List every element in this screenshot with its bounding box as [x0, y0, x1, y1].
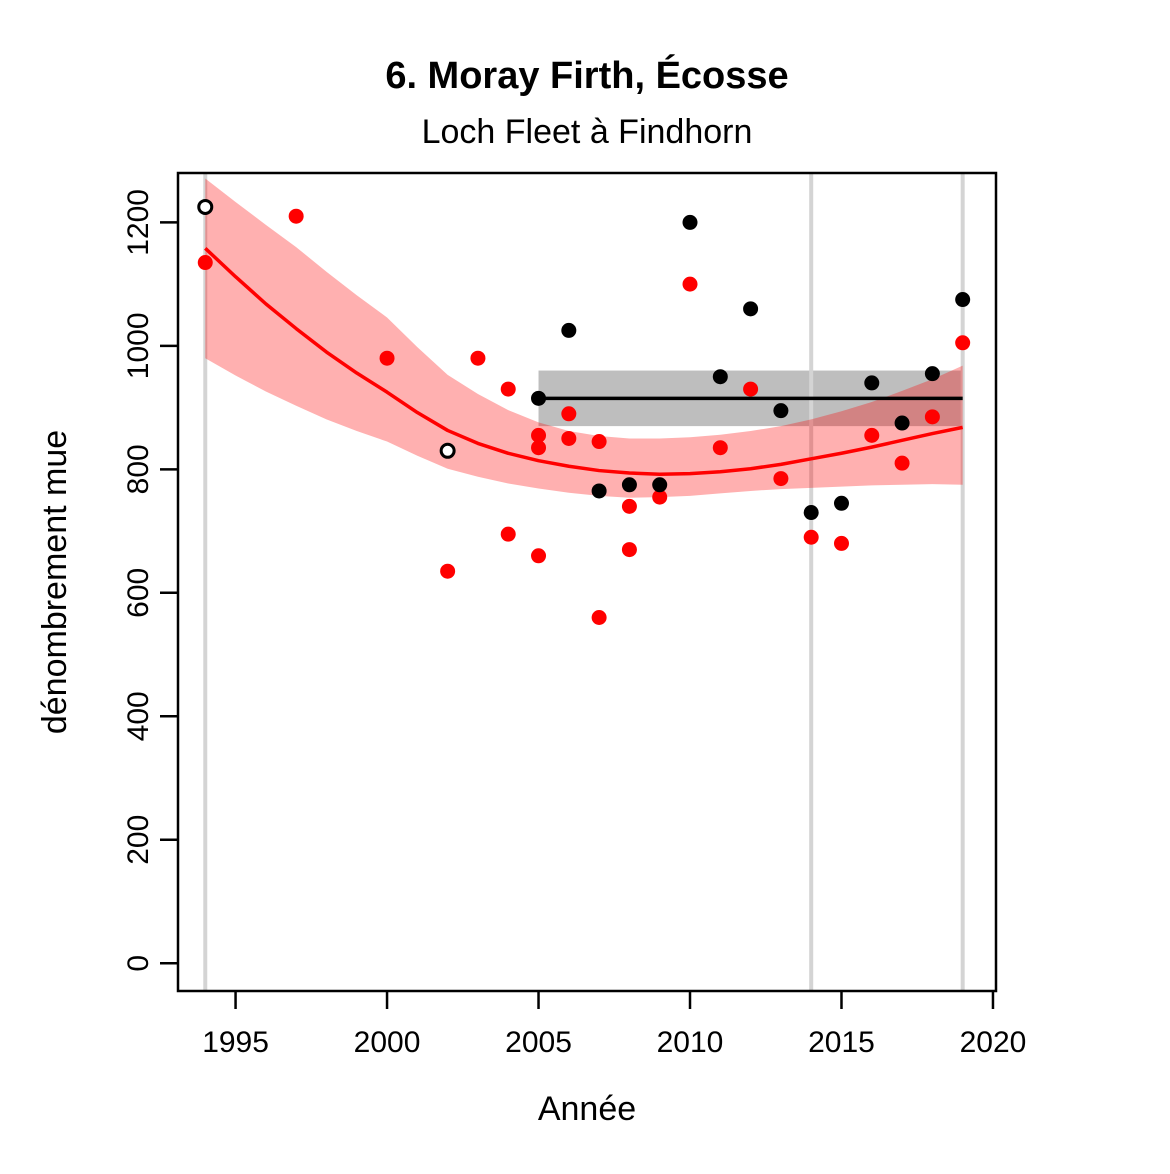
data-point-red [924, 409, 940, 425]
data-point-red [682, 276, 698, 292]
y-tick-label: 800 [122, 444, 155, 494]
data-point-red [440, 563, 456, 579]
data-point-black [591, 483, 607, 499]
data-point-black [652, 477, 668, 493]
data-point-red [773, 471, 789, 487]
x-tick-label: 1995 [202, 1026, 269, 1059]
data-point-black [803, 505, 819, 521]
data-point-black [561, 322, 577, 338]
data-point-red [712, 440, 728, 456]
data-point-black [894, 415, 910, 431]
data-point-red [591, 609, 607, 625]
data-points-group [197, 198, 971, 625]
data-point-red [197, 255, 213, 271]
data-point-red [531, 548, 547, 564]
data-point-red [864, 427, 880, 443]
x-tick-label: 2020 [960, 1026, 1027, 1059]
data-point-red [743, 381, 759, 397]
data-point-red [500, 381, 516, 397]
data-point-open [197, 198, 214, 215]
data-point-red [531, 427, 547, 443]
data-point-red [803, 529, 819, 545]
data-point-black [955, 292, 971, 308]
y-tick-label: 200 [122, 815, 155, 865]
trend-line [204, 247, 964, 477]
axes-group: 1995 2000 2005 2010 2015 2020 0 200 400 600 800 100… [122, 171, 1027, 1059]
data-point-black [682, 214, 698, 230]
data-point-red [288, 208, 304, 224]
data-point-red [894, 455, 910, 471]
data-point-black [743, 301, 759, 317]
data-point-red [833, 535, 849, 551]
data-point-black [924, 366, 940, 382]
data-point-red [561, 430, 577, 446]
plot-border [176, 171, 998, 993]
data-point-black [833, 495, 849, 511]
x-tick-label: 2005 [505, 1026, 572, 1059]
x-tick-label: 2010 [657, 1026, 724, 1059]
data-point-red [470, 350, 486, 366]
vertical-reference-lines-group [203, 173, 965, 991]
chart-subtitle: Loch Fleet à Findhorn [422, 113, 753, 151]
trend-line-group [204, 247, 964, 477]
y-tick-label: 600 [122, 568, 155, 618]
x-axis-title: Année [538, 1090, 636, 1128]
data-point-red [561, 406, 577, 422]
confidence-band-group [205, 178, 963, 498]
data-point-black [864, 375, 880, 391]
x-tick-label: 2000 [354, 1026, 421, 1059]
data-point-black [712, 369, 728, 385]
data-point-black [621, 477, 637, 493]
y-tick-label: 400 [122, 691, 155, 741]
data-point-red [531, 440, 547, 456]
data-point-red [621, 542, 637, 558]
data-point-red [652, 489, 668, 505]
data-point-black [531, 390, 547, 406]
data-point-red [591, 434, 607, 450]
chart-title: 6. Moray Firth, Écosse [385, 53, 788, 97]
data-point-black [773, 403, 789, 419]
data-point-red [500, 526, 516, 542]
data-point-red [621, 498, 637, 514]
data-point-red [379, 350, 395, 366]
y-tick-label: 1200 [122, 189, 155, 256]
data-point-open [439, 442, 456, 459]
y-tick-label: 0 [122, 955, 155, 972]
x-tick-label: 2015 [808, 1026, 875, 1059]
data-point-red [955, 335, 971, 351]
confidence-band [205, 178, 963, 498]
y-axis-title: dénombrement mue [36, 430, 74, 734]
y-tick-label: 1000 [122, 312, 155, 379]
